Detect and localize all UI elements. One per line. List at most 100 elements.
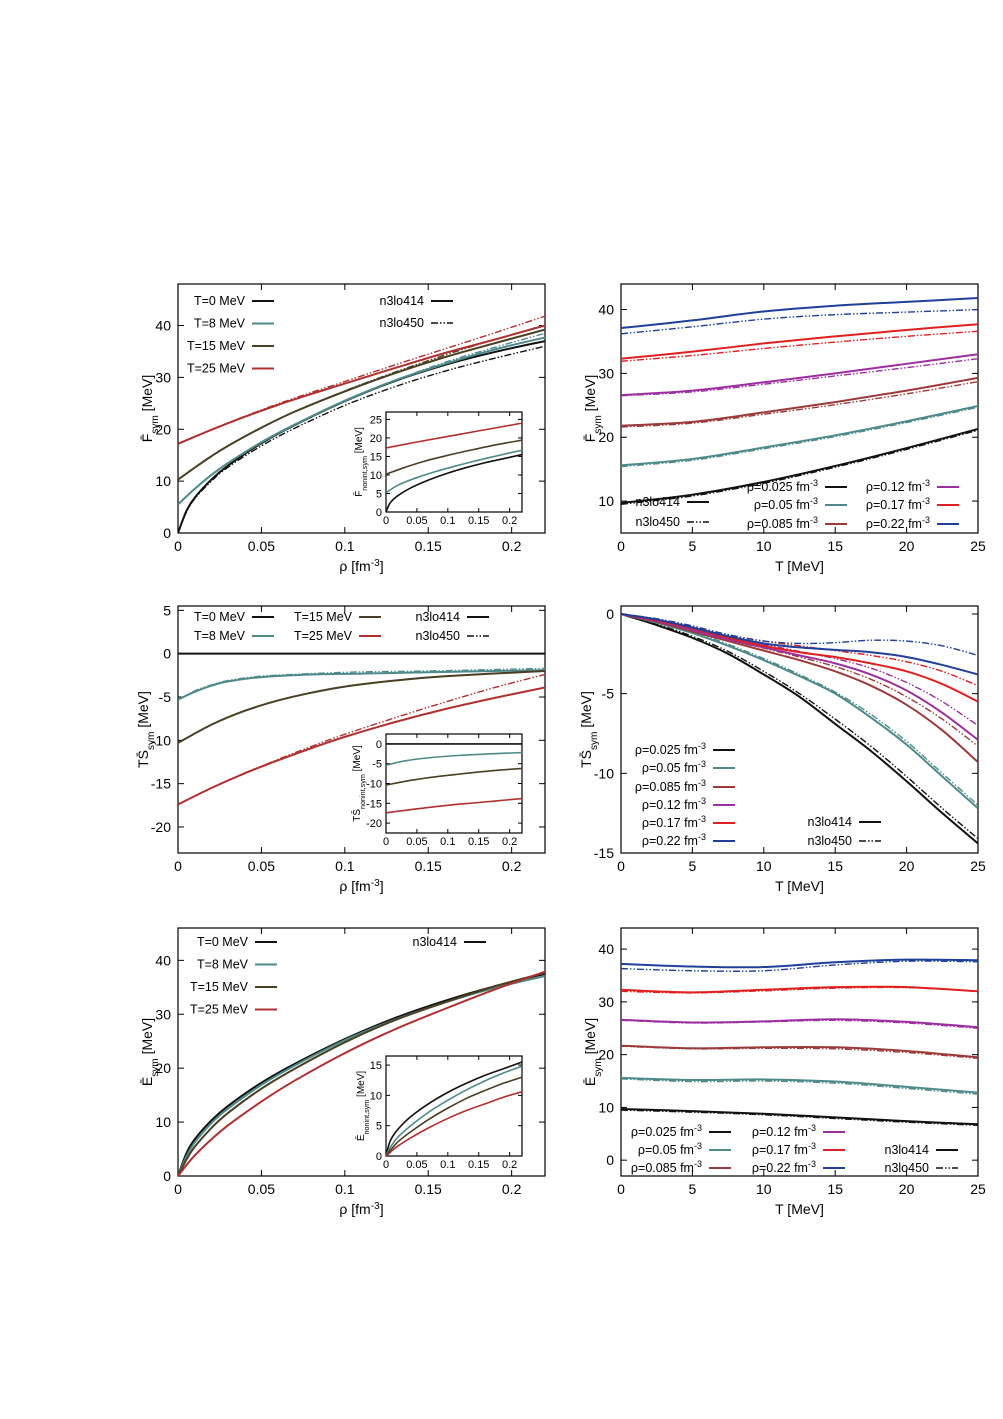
legend: T=0 MeV T=8 MeV T=15 MeV T=25 MeV n3lo414 n3l… <box>194 610 489 643</box>
label-part: sym <box>146 732 157 750</box>
legend-label: n3lo414 <box>885 1143 930 1157</box>
y-tick-label: 10 <box>370 470 382 482</box>
label-part: nonint,sym <box>358 774 367 809</box>
label-part: ρ=0.05 fm <box>754 498 810 512</box>
panel-entropy-vs-temperature: 0 5 10 15 20 25 -15 -10 -5 0 TS̄sym [MeV] T [MeV] ρ=… <box>578 605 986 894</box>
x-tick-label: 25 <box>970 1181 986 1197</box>
series-line <box>621 613 978 657</box>
panel-free-energy-vs-temperature: 0 5 10 15 20 25 10 20 30 40 F̄sym [MeV] T [MeV] n3lo… <box>582 283 986 574</box>
y-tick-label: 5 <box>376 1121 382 1133</box>
y-tick-label: 10 <box>598 1099 614 1115</box>
y-tick-label: -20 <box>366 818 382 830</box>
label-part: TS̄ <box>578 750 594 768</box>
x-tick-label: 0 <box>174 538 182 554</box>
y-axis-label: Ēsym [MeV] <box>139 1018 161 1086</box>
series-line <box>621 958 978 969</box>
series-line <box>621 613 978 747</box>
y-tick-label: 15 <box>370 451 382 463</box>
label-part: -3 <box>371 1201 380 1212</box>
x-tick-label: 0.1 <box>335 858 355 874</box>
label-part: ρ=0.085 fm <box>635 780 698 794</box>
legend-label: T=8 MeV <box>197 958 249 972</box>
x-tick-label: 10 <box>756 858 772 874</box>
legend-label: ρ=0.085 fm-3 <box>635 778 706 794</box>
x-tick-label: 25 <box>970 858 986 874</box>
y-tick-label: 20 <box>598 429 614 445</box>
x-axis-label: ρ [fm-3] <box>339 878 383 895</box>
x-axis-label: ρ [fm-3] <box>339 1201 383 1218</box>
series-line <box>621 613 978 806</box>
series-line <box>621 613 978 840</box>
series-line <box>621 1078 978 1095</box>
label-part: sym <box>593 415 604 433</box>
label-part: [MeV] <box>582 375 598 415</box>
legend-label: n3lo450 <box>885 1161 930 1175</box>
plot-frame <box>177 927 546 1177</box>
series-line <box>621 323 978 360</box>
legend-label: ρ=0.17 fm-3 <box>642 814 706 830</box>
series-line <box>621 1109 978 1127</box>
series-line <box>386 751 522 767</box>
y-tick-label: 30 <box>155 369 171 385</box>
label-part: -3 <box>371 558 380 569</box>
legend-label: n3lo414 <box>808 815 853 829</box>
label-part: -3 <box>698 741 706 751</box>
label-part: ρ [fm <box>339 878 370 894</box>
label-part: -3 <box>810 478 818 488</box>
label-part: sym <box>150 415 161 433</box>
y-tick-label: 0 <box>606 1152 614 1168</box>
label-part: ρ=0.025 fm <box>631 1125 694 1139</box>
label-part: F̄ <box>139 434 155 443</box>
inset-y-axis-label: Ēnonint,sym [MeV] <box>355 1071 371 1142</box>
y-axis-label: TS̄sym [MeV] <box>578 691 600 768</box>
x-tick-label: 0.05 <box>248 538 275 554</box>
label-part: TS̄ <box>135 750 151 768</box>
series-line <box>621 404 978 467</box>
series-line <box>621 1045 978 1060</box>
series-line <box>621 427 978 504</box>
label-part: nonint,sym <box>362 1100 371 1135</box>
x-tick-label: 0 <box>617 1181 625 1197</box>
y-tick-label: 20 <box>155 421 171 437</box>
series-line <box>178 332 545 505</box>
label-part: [MeV] <box>139 375 155 415</box>
panel-internal-energy-vs-temperature: 0 5 10 15 20 25 0 10 20 30 40 Ēsym [MeV] T [MeV] ρ=0.… <box>582 927 986 1217</box>
label-part: ] <box>380 1201 384 1217</box>
series-line <box>178 686 545 806</box>
series-line <box>386 453 522 512</box>
legend-label: n3lo414 <box>380 294 425 308</box>
series-line <box>178 673 545 806</box>
label-part: [MeV] <box>354 427 365 456</box>
y-axis-label: TS̄sym [MeV] <box>135 691 157 768</box>
legend-label: ρ=0.085 fm-3 <box>747 515 818 531</box>
y-tick-label: 40 <box>598 941 614 957</box>
label-part: sym <box>589 732 600 750</box>
series-line <box>178 669 545 701</box>
x-tick-label: 0.2 <box>502 858 522 874</box>
series-line <box>386 797 522 814</box>
x-tick-label: 25 <box>970 538 986 554</box>
label-part: ρ=0.22 fm <box>642 834 698 848</box>
series-line <box>386 767 522 786</box>
series-line <box>386 449 522 494</box>
legend-label: ρ=0.085 fm-3 <box>631 1159 702 1175</box>
legend: T=0 MeV T=8 MeV T=15 MeV T=25 MeV n3lo414 <box>190 935 486 1017</box>
label-part: ρ=0.05 fm <box>638 1143 694 1157</box>
label-part: ρ=0.17 fm <box>752 1143 808 1157</box>
plot-frame <box>620 283 979 534</box>
x-tick-label: 0.1 <box>335 1181 355 1197</box>
x-tick-label: 5 <box>689 538 697 554</box>
y-tick-label: 10 <box>155 1114 171 1130</box>
legend-label: T=0 MeV <box>194 610 246 624</box>
label-part: -3 <box>808 1159 816 1169</box>
legend-label: ρ=0.025 fm-3 <box>631 1123 702 1139</box>
label-part: -3 <box>922 515 930 525</box>
plot-frame <box>177 605 546 854</box>
label-part: -3 <box>698 832 706 842</box>
series-line <box>178 670 545 744</box>
legend-label: ρ=0.22 fm-3 <box>642 832 706 848</box>
legend-label: n3lo450 <box>416 629 461 643</box>
x-tick-label: 0.2 <box>502 1159 517 1171</box>
